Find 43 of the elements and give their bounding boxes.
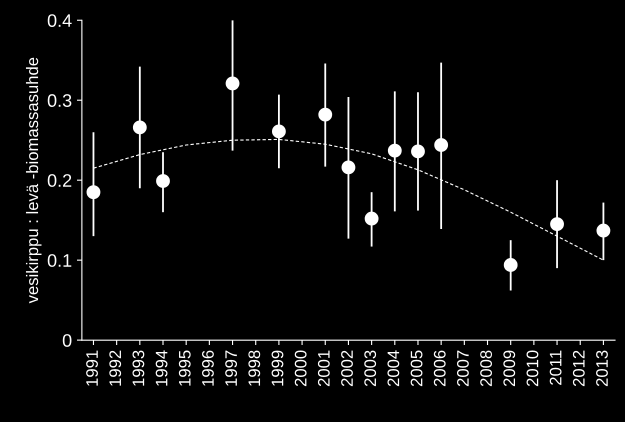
x-tick-label: 2008: [480, 350, 492, 386]
point: [596, 224, 610, 238]
point: [550, 217, 564, 232]
point: [364, 212, 379, 226]
x-tick-label: 2000: [294, 350, 307, 386]
x-tick-label: 2013: [596, 350, 608, 386]
x-tick-label: 1992: [109, 350, 122, 386]
point: [504, 258, 518, 272]
x-tick-label: 2004: [387, 350, 400, 386]
y-axis-title: vesikirppu : levä -biomassasuhde: [26, 58, 42, 304]
x-tick-label: 2002: [341, 350, 353, 386]
x-tick-label: 1993: [132, 350, 144, 386]
point: [342, 160, 356, 174]
y-tick-label: 0: [62, 334, 72, 347]
x-tick-label: 1991: [86, 350, 98, 386]
y-tick-label: 0.1: [48, 254, 72, 267]
y-tick-label: 0.2: [48, 174, 72, 187]
x-tick-label: 2001: [318, 350, 330, 386]
point: [156, 174, 170, 188]
y-tick-label: 0.4: [48, 14, 72, 27]
point: [272, 124, 286, 138]
x-tick-label: 1996: [202, 350, 214, 386]
point: [411, 144, 425, 158]
x-tick-label: 2007: [457, 350, 469, 386]
x-tick-label: 2006: [434, 350, 446, 386]
x-tick-label: 1999: [272, 350, 284, 386]
x-tick-label: 2012: [572, 350, 585, 386]
point: [86, 185, 100, 200]
point: [226, 76, 240, 90]
y-tick-label: 0.3: [48, 94, 72, 107]
x-tick-label: 1997: [225, 350, 238, 386]
point: [318, 108, 332, 122]
x-tick-label: 2005: [410, 350, 422, 386]
x-tick-label: 2011: [550, 350, 562, 385]
point: [388, 144, 402, 158]
point: [434, 138, 448, 152]
point: [132, 120, 147, 134]
x-tick-label: 2009: [503, 350, 516, 386]
x-tick-label: 1994: [156, 350, 168, 386]
x-tick-label: 1998: [248, 350, 260, 386]
x-tick-label: 2010: [526, 350, 538, 386]
x-tick-label: 2003: [364, 350, 376, 386]
x-tick-label: 1995: [178, 350, 191, 386]
